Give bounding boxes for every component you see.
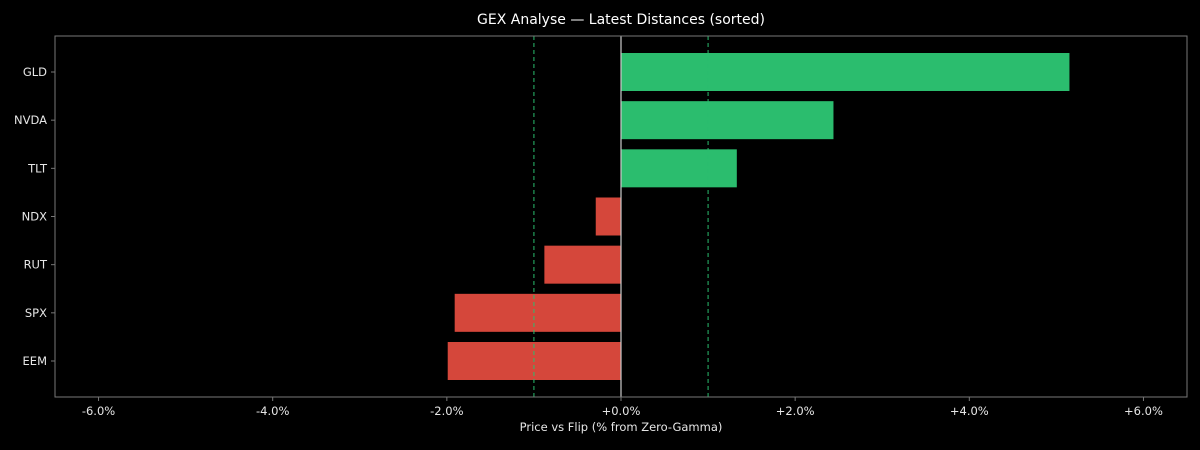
x-tick-label: +2.0% bbox=[776, 404, 815, 418]
x-axis-label: Price vs Flip (% from Zero-Gamma) bbox=[520, 420, 723, 434]
y-tick-label-ndx: NDX bbox=[22, 210, 47, 224]
x-tick-label: -2.0% bbox=[430, 404, 463, 418]
y-tick-label-eem: EEM bbox=[23, 354, 47, 368]
y-tick-label-tlt: TLT bbox=[27, 161, 48, 175]
y-tick-label-gld: GLD bbox=[23, 65, 47, 79]
y-tick-label-rut: RUT bbox=[24, 258, 48, 272]
x-tick-label: -4.0% bbox=[256, 404, 289, 418]
plot-area: GLD NVDA TLT NDX RUT SPX EEM -6.0% -4.0% -2.0% +0.… bbox=[14, 35, 1188, 418]
x-tick-label: -6.0% bbox=[82, 404, 115, 418]
bar-gld bbox=[621, 53, 1070, 91]
chart-title: GEX Analyse — Latest Distances (sorted) bbox=[477, 12, 765, 28]
bar-tlt bbox=[621, 149, 737, 188]
y-tick-label-nvda: NVDA bbox=[14, 113, 47, 127]
y-tick-label-spx: SPX bbox=[25, 306, 47, 320]
bar-ndx bbox=[595, 197, 621, 236]
x-tick-label: +6.0% bbox=[1124, 404, 1163, 418]
bar-spx bbox=[454, 293, 621, 332]
x-tick-label: +0.0% bbox=[602, 404, 641, 418]
bar-nvda bbox=[621, 101, 834, 140]
x-tick-label: +4.0% bbox=[950, 404, 989, 418]
bar-rut bbox=[544, 245, 621, 284]
